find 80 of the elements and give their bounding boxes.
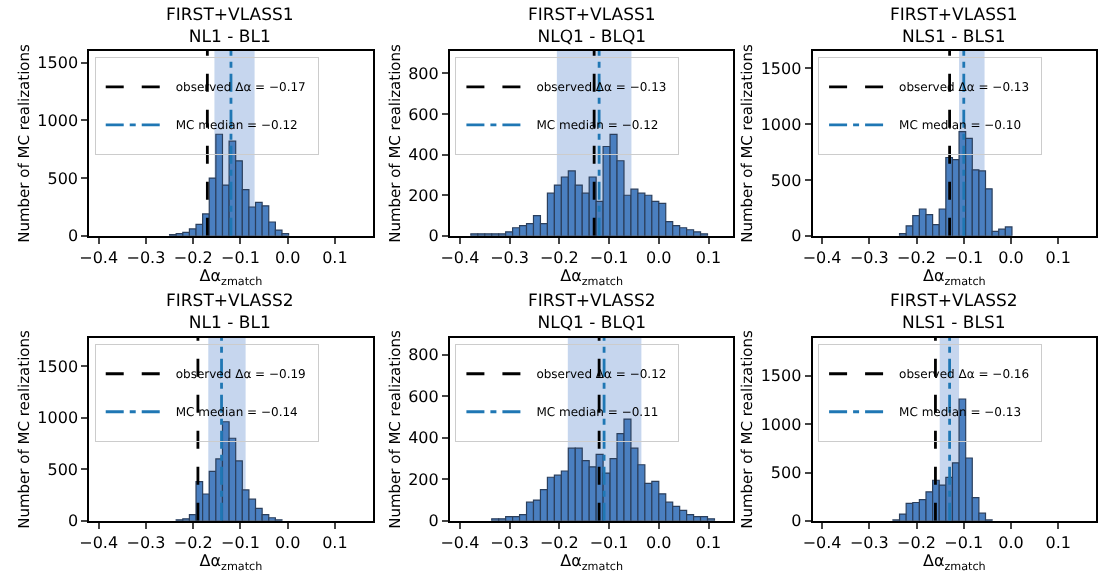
- x-tick-label: 0.1: [322, 534, 348, 553]
- y-tick-label: 800: [408, 346, 439, 365]
- y-tick-label: 400: [408, 146, 439, 165]
- x-tick-label: −0.2: [539, 534, 579, 553]
- chart-subtitle: NLS1 - BLS1: [902, 314, 1006, 335]
- x-axis-title: Δα$_{zmatch}$: [560, 552, 624, 574]
- y-tick-label: 0: [791, 227, 802, 246]
- x-tick-label: −0.3: [849, 534, 889, 553]
- y-tick-label: 600: [408, 105, 439, 124]
- y-tick-label: 500: [47, 460, 79, 479]
- x-tick-label: 0.1: [322, 249, 348, 268]
- x-tick-label: −0.4: [440, 249, 480, 268]
- x-tick-label: −0.2: [897, 534, 936, 553]
- y-tick-label: 400: [408, 429, 439, 448]
- y-tick-label: 800: [408, 65, 439, 84]
- y-tick-label: 200: [408, 470, 439, 489]
- x-tick-label: 0.1: [695, 534, 722, 553]
- chart-title: FIRST+VLASS1: [890, 6, 1018, 26]
- x-axis-title: Δα$_{zmatch}$: [922, 552, 987, 574]
- x-tick-label: −0.2: [539, 249, 579, 268]
- y-tick-label: 1000: [37, 111, 79, 130]
- x-tick-label: −0.3: [126, 249, 166, 268]
- x-tick-label: −0.4: [79, 534, 119, 553]
- y-tick-label: 0: [67, 227, 79, 246]
- x-tick-label: −0.2: [173, 249, 213, 268]
- chart-title: FIRST+VLASS2: [528, 292, 656, 312]
- y-tick-label: 200: [408, 186, 439, 205]
- y-tick-label: 500: [770, 171, 802, 190]
- x-tick-label: 0.0: [646, 534, 672, 553]
- x-tick-label: −0.2: [173, 534, 213, 553]
- x-axis-title: Δα$_{zmatch}$: [560, 267, 624, 289]
- chart-subtitle: NL1 - BL1: [188, 314, 271, 335]
- x-tick-label: −0.1: [944, 534, 984, 553]
- x-axis-title: Δα$_{zmatch}$: [199, 552, 264, 574]
- x-tick-label: −0.4: [802, 534, 842, 553]
- y-tick-label: 600: [408, 387, 439, 406]
- chart-subtitle: NLQ1 - BLQ1: [537, 314, 647, 335]
- x-tick-label: −0.1: [220, 249, 260, 268]
- chart-title: FIRST+VLASS1: [528, 6, 656, 26]
- y-tick-label: 1500: [37, 54, 79, 73]
- x-tick-label: −0.1: [944, 249, 984, 268]
- x-tick-label: −0.3: [126, 534, 166, 553]
- y-tick-label: 0: [428, 512, 439, 531]
- x-tick-label: −0.3: [490, 534, 530, 553]
- x-tick-label: −0.1: [589, 534, 629, 553]
- y-tick-label: 500: [47, 169, 79, 188]
- y-tick-label: 1500: [37, 357, 79, 376]
- chart-subtitle: NLS1 - BLS1: [902, 28, 1006, 49]
- x-tick-label: 0.1: [1045, 249, 1071, 268]
- x-tick-label: −0.4: [802, 249, 842, 268]
- y-tick-label: 1000: [37, 409, 79, 428]
- x-tick-label: 0.1: [1045, 534, 1071, 553]
- chart-subtitle: NL1 - BL1: [188, 28, 271, 49]
- x-tick-label: −0.1: [220, 534, 260, 553]
- chart-title: FIRST+VLASS2: [166, 292, 294, 312]
- x-axis-title: Δα$_{zmatch}$: [199, 267, 264, 289]
- x-tick-label: −0.3: [849, 249, 889, 268]
- x-tick-label: −0.3: [490, 249, 530, 268]
- y-tick-label: 0: [791, 512, 802, 531]
- y-tick-label: 1500: [760, 59, 802, 78]
- chart-title: FIRST+VLASS1: [166, 6, 294, 26]
- x-axis-title: Δα$_{zmatch}$: [922, 267, 987, 289]
- y-tick-label: 1000: [760, 115, 802, 134]
- y-tick-label: 0: [428, 227, 439, 246]
- x-tick-label: −0.4: [79, 249, 119, 268]
- x-tick-label: 0.0: [274, 249, 301, 268]
- y-tick-label: 500: [770, 464, 802, 483]
- x-tick-label: 0.1: [695, 249, 722, 268]
- x-tick-label: 0.0: [646, 249, 672, 268]
- x-tick-label: 0.0: [998, 534, 1024, 553]
- y-tick-label: 0: [67, 512, 79, 531]
- chart-title: FIRST+VLASS2: [890, 292, 1018, 312]
- x-tick-label: −0.4: [440, 534, 480, 553]
- x-tick-label: −0.2: [897, 249, 936, 268]
- x-tick-label: 0.0: [274, 534, 301, 553]
- x-tick-label: 0.0: [998, 249, 1024, 268]
- chart-subtitle: NLQ1 - BLQ1: [537, 28, 647, 49]
- y-tick-label: 1500: [760, 367, 802, 386]
- x-tick-label: −0.1: [589, 249, 629, 268]
- y-tick-label: 1000: [760, 415, 802, 434]
